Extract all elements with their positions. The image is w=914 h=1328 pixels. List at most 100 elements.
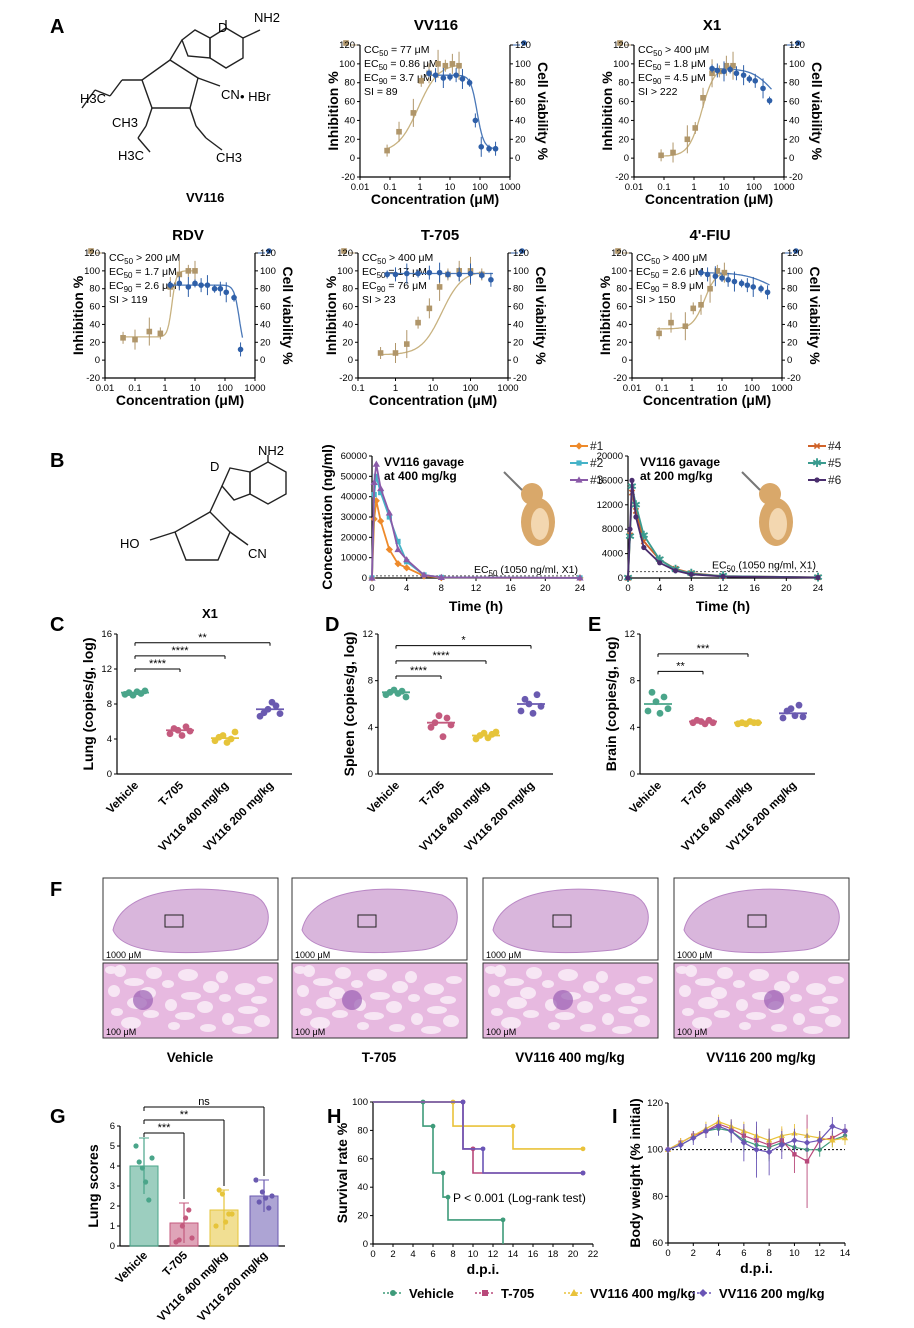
h-xtick-label: 20: [568, 1249, 579, 1260]
i-xtick-label: 8: [766, 1248, 771, 1259]
x1-structure: [149, 455, 287, 561]
viability-point: [447, 74, 453, 80]
dose-ytick-r-label: 100: [789, 59, 805, 70]
detail-scale-label: 100 μM: [486, 1027, 516, 1037]
dose-ytick-label: -20: [615, 172, 629, 183]
alveolar-space: [251, 996, 267, 1004]
inhibition-point: [192, 268, 198, 274]
pk-xtick-label: 0: [369, 583, 374, 594]
inhibition-point: [709, 70, 715, 77]
alveolar-space: [178, 969, 198, 981]
pk-legend-marker: [576, 460, 582, 466]
dose-xtick-label: 0.1: [655, 383, 668, 394]
dose-ytick-r-label: 60: [515, 97, 526, 108]
dose-ytick-label: 100: [337, 266, 353, 277]
alveolar-space: [717, 967, 733, 979]
h-xtick-label: 16: [528, 1249, 539, 1260]
pk-chart-1: 0 10000 20000 30000 40000 50000 60000 0 4 8 12 16 20…: [319, 439, 604, 614]
alveolar-space: [364, 1012, 384, 1020]
dose-ytick-label: 120: [84, 248, 100, 259]
dose-xtick-label: 10: [719, 182, 730, 193]
inhibition-point: [698, 301, 704, 308]
inhibition-point: [730, 62, 736, 69]
dose-left-legend-marker: [343, 40, 349, 46]
body-weight-point: [792, 1152, 797, 1157]
viral-ytick-label: 4: [630, 722, 635, 733]
dose-chart-title: 4'-FIU: [689, 227, 730, 244]
dose-xtick-label: 10: [190, 383, 201, 394]
ec50-reference-label: EC50 (1050 ng/ml, X1): [474, 564, 578, 578]
pk-xtick-label: 24: [813, 583, 824, 594]
dose-ytick-label: 120: [339, 40, 355, 51]
histology-caption: VV116 400 mg/kg: [515, 1050, 625, 1065]
survival-event-marker: [580, 1170, 586, 1176]
inhibition-point: [670, 149, 676, 156]
histology-panel-1: 1000 μM 100 μM Vehicle: [102, 877, 279, 1065]
alveolar-space: [370, 992, 390, 1000]
alveolar-space: [424, 983, 444, 995]
viability-point: [712, 273, 719, 280]
viral-point: [182, 723, 190, 731]
inhibition-point: [415, 319, 421, 326]
dose-xtick-label: 100: [463, 383, 479, 394]
viability-point: [478, 272, 485, 279]
dose-ytick-r-label: 0: [260, 355, 265, 366]
panel-letter-b: B: [50, 450, 64, 472]
dose-ytick-label: 120: [611, 248, 627, 259]
alveolar-space: [443, 1015, 459, 1027]
pk-xtick-label: 8: [689, 583, 694, 594]
overview-scale-label: 1000 μM: [295, 950, 330, 960]
inhibition-point: [377, 350, 384, 356]
dose-left-legend-marker: [615, 248, 621, 254]
inhibition-point: [456, 62, 462, 69]
dose-ytick-r-label: 20: [260, 337, 271, 348]
h-ytick-label: 40: [357, 1182, 368, 1193]
panel-letter-g: G: [50, 1106, 66, 1128]
h-xtick-label: 4: [410, 1249, 415, 1260]
pk-series-point: [394, 560, 402, 568]
alveolar-space: [389, 1024, 405, 1032]
cell-cluster: [764, 990, 784, 1010]
alveolar-space: [124, 978, 144, 986]
alveolar-space: [793, 1013, 805, 1025]
viability-point: [392, 271, 399, 278]
legend-label: VV116 400 mg/kg: [590, 1286, 696, 1301]
dose-xtick-label: 1000: [773, 182, 794, 193]
survival-event-marker: [445, 1194, 451, 1200]
pk-legend-label: #2: [590, 456, 604, 470]
dose-xtick-label: 100: [472, 182, 488, 193]
dose-ytick-label: -20: [86, 373, 100, 384]
survival-event-marker: [480, 1146, 486, 1152]
dose-chart-t705: T-705 -20 0 20 40 60 80 100 120 -20 0 20 40 60 80 100 12…: [323, 227, 549, 408]
dose-y-label-right: Cell viability %: [809, 62, 825, 161]
g-ytick-label: 4: [110, 1161, 115, 1172]
alveolar-space: [787, 971, 799, 983]
x1-chem-ho-label: HO: [120, 536, 140, 551]
h-xtick-label: 14: [508, 1249, 519, 1260]
alveolar-space: [676, 966, 688, 974]
dose-ytick-label: 40: [89, 319, 100, 330]
dose-ytick-r-label: 20: [513, 337, 524, 348]
dose-xtick-label: 10: [717, 383, 728, 394]
pk-xtick-label: 24: [575, 583, 586, 594]
overview-scale-label: 1000 μM: [677, 950, 712, 960]
alveolar-space: [257, 976, 273, 984]
dose-xtick-label: 1000: [244, 383, 265, 394]
viral-point: [521, 695, 529, 703]
viability-point: [472, 117, 479, 124]
dose-right-legend-marker: [519, 248, 525, 254]
alveolar-space: [507, 997, 527, 1009]
alveolar-space: [698, 997, 718, 1009]
lung-score-point: [213, 1223, 219, 1229]
viability-point: [709, 65, 715, 72]
survival-event-marker: [440, 1170, 446, 1176]
dose-ytick-r-label: 0: [787, 355, 792, 366]
pk-ytick-label: 4000: [602, 549, 623, 560]
dose-xtick-label: 100: [217, 383, 233, 394]
dose-ytick-label: 80: [342, 284, 353, 295]
viral-y-label: Lung (copies/g, log): [80, 638, 96, 771]
dose-y-label-right: Cell viability %: [535, 62, 551, 161]
dose-ytick-label: 120: [337, 248, 353, 259]
alveolar-space: [618, 1006, 638, 1014]
panel-letter-a: A: [50, 16, 64, 38]
